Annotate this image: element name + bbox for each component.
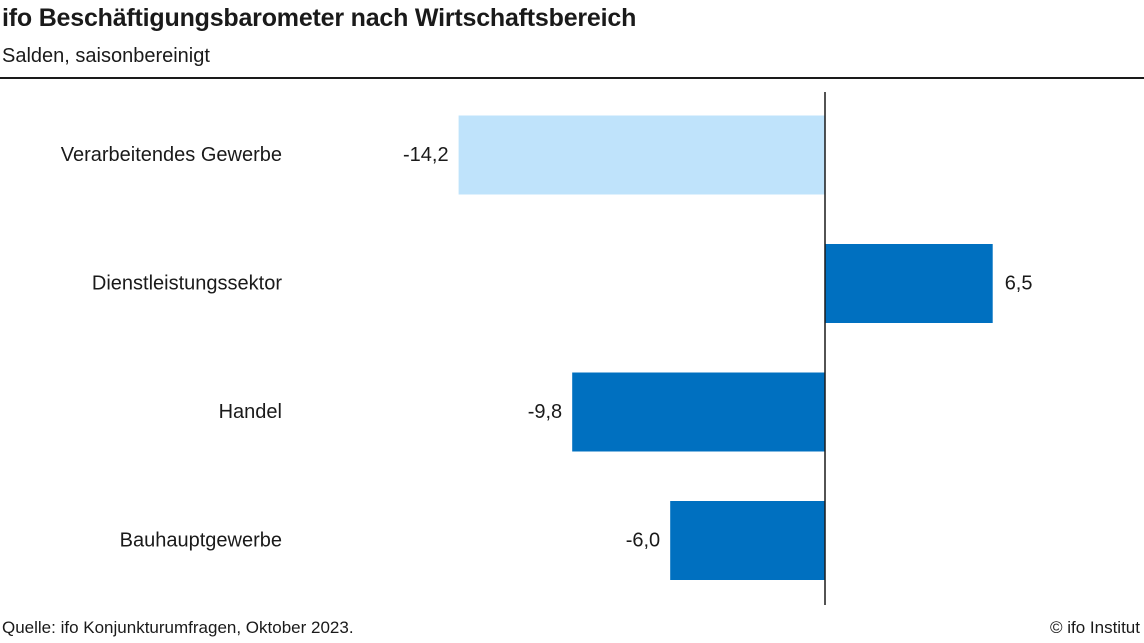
source-note: Quelle: ifo Konjunkturumfragen, Oktober … — [2, 618, 354, 637]
category-label: Verarbeitendes Gewerbe — [61, 144, 282, 166]
chart-subtitle: Salden, saisonbereinigt — [2, 45, 210, 67]
bars-layer: Verarbeitendes Gewerbe -14,2 Dienstleistun… — [61, 115, 1033, 580]
value-label: -14,2 — [403, 144, 449, 166]
bar-3 — [670, 501, 825, 580]
bar-1 — [825, 244, 993, 323]
copyright-note: © ifo Institut — [1049, 618, 1140, 637]
title-divider — [0, 77, 1144, 79]
bar-0 — [458, 115, 825, 195]
value-label: -6,0 — [626, 530, 660, 552]
category-label: Handel — [219, 401, 282, 423]
category-label: Dienstleistungssektor — [92, 273, 282, 295]
value-label: 6,5 — [1005, 273, 1033, 295]
category-label: Bauhauptgewerbe — [120, 530, 282, 552]
bar-2 — [572, 372, 825, 452]
value-label: -9,8 — [528, 401, 562, 423]
chart-title: ifo Beschäftigungsbarometer nach Wirtsch… — [2, 4, 637, 32]
